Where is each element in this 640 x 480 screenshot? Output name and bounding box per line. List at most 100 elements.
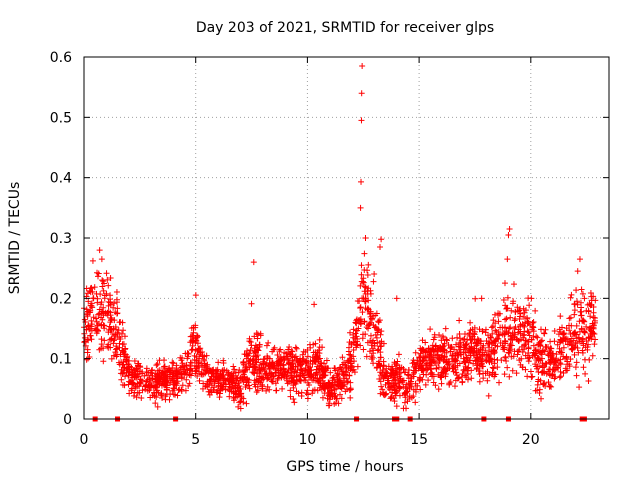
data-point: [141, 372, 148, 379]
data-point: [416, 377, 423, 384]
data-point: [525, 350, 532, 357]
data-point: [105, 329, 112, 336]
data-point: [553, 364, 560, 371]
data-point: [564, 358, 571, 365]
data-point: [569, 346, 576, 353]
data-point: [535, 376, 542, 383]
data-point: [193, 357, 200, 364]
data-point: [516, 315, 523, 322]
data-point: [393, 403, 400, 410]
data-point: [287, 387, 294, 394]
data-point: [468, 375, 475, 382]
data-point: [347, 352, 354, 359]
data-point: [583, 338, 590, 345]
data-point: [106, 323, 113, 330]
data-point: [492, 327, 499, 334]
data-point: [504, 364, 511, 371]
data-point: [84, 290, 91, 297]
data-point: [153, 362, 160, 369]
data-point: [105, 302, 112, 309]
data-point: [512, 324, 519, 331]
data-point: [293, 388, 300, 395]
data-point: [137, 376, 144, 383]
data-point: [477, 340, 484, 347]
data-point: [133, 394, 140, 401]
data-point: [396, 385, 403, 392]
data-point: [427, 357, 434, 364]
data-point: [587, 324, 594, 331]
data-point: [563, 367, 570, 374]
data-point: [476, 378, 483, 385]
data-point: [456, 317, 463, 324]
data-point: [428, 356, 435, 363]
data-point: [504, 256, 511, 263]
data-point: [340, 372, 347, 379]
data-point: [428, 362, 435, 369]
data-point: [432, 342, 439, 349]
chart-title: Day 203 of 2021, SRMTID for receiver glp…: [196, 20, 494, 36]
data-point: [364, 288, 371, 295]
data-point: [319, 377, 326, 384]
data-point: [263, 387, 270, 394]
data-point: [314, 349, 321, 356]
data-point: [444, 366, 451, 373]
data-point: [257, 379, 264, 386]
data-point: [333, 395, 340, 402]
data-point: [580, 364, 587, 371]
data-point: [392, 380, 399, 387]
data-point: [376, 375, 383, 382]
data-point: [462, 342, 469, 349]
data-point: [83, 356, 90, 363]
data-point: [588, 297, 595, 304]
data-point: [571, 301, 578, 308]
data-point: [319, 394, 326, 401]
data-point: [374, 364, 381, 371]
data-point: [397, 384, 404, 391]
data-point: [586, 335, 593, 342]
data-point: [502, 302, 509, 309]
data-point: [291, 368, 298, 375]
data-point: [575, 334, 582, 341]
data-point: [391, 386, 398, 393]
data-point: [468, 367, 475, 374]
data-point: [311, 301, 318, 308]
data-point: [134, 373, 141, 380]
data-point: [351, 369, 358, 376]
data-point: [415, 354, 422, 361]
data-point: [167, 390, 174, 397]
data-point: [567, 356, 574, 363]
data-point: [365, 325, 372, 332]
data-point: [452, 366, 459, 373]
data-point: [336, 371, 343, 378]
data-point: [88, 317, 95, 324]
data-point: [242, 366, 249, 373]
data-point: [190, 329, 197, 336]
data-point: [193, 367, 200, 374]
data-point: [301, 368, 308, 375]
y-tick-labels: 0 0.1 0.2 0.3 0.4 0.5 0.6: [50, 50, 72, 428]
data-point: [309, 387, 316, 394]
data-point: [359, 63, 366, 70]
data-point: [159, 380, 166, 387]
data-point: [145, 369, 152, 376]
data-point: [174, 378, 181, 385]
data-point: [290, 377, 297, 384]
data-point: [272, 380, 279, 387]
data-point: [123, 354, 130, 361]
y-axis-label: SRMTID / TECUs: [7, 182, 23, 295]
data-point: [247, 338, 254, 345]
data-point: [507, 324, 514, 331]
data-point: [290, 396, 297, 403]
data-point: [514, 304, 521, 311]
data-point: [84, 323, 91, 330]
data-point: [178, 386, 185, 393]
data-point: [358, 262, 365, 269]
data-point: [443, 336, 450, 343]
data-point: [118, 359, 125, 366]
data-point: [536, 348, 543, 355]
data-point: [510, 281, 517, 288]
data-point: [375, 360, 382, 367]
data-point: [438, 374, 445, 381]
data-point: [536, 390, 543, 397]
data-point: [512, 331, 519, 338]
